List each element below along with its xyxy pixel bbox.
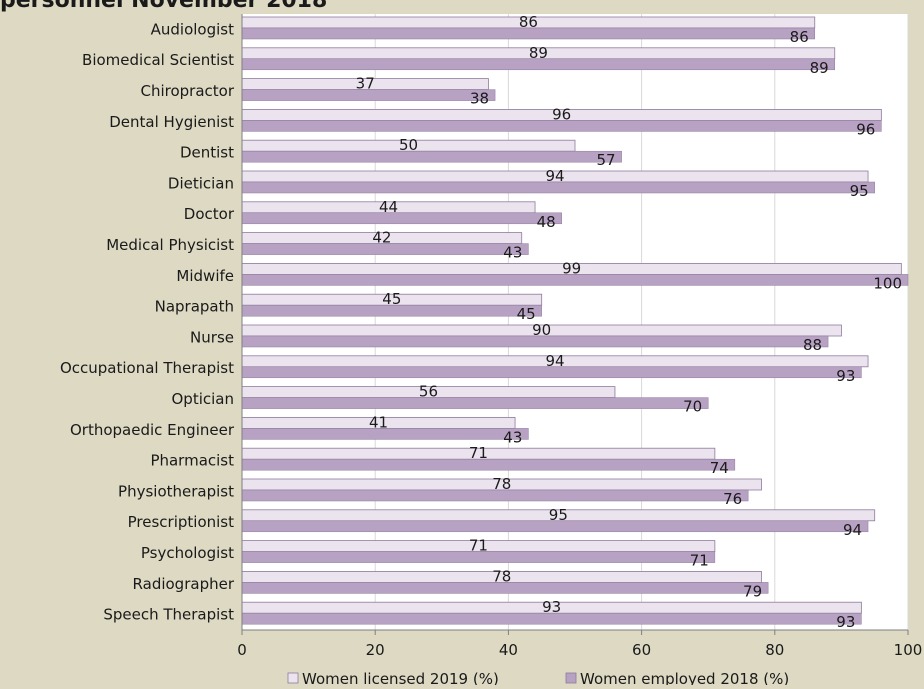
category-label: Optician	[172, 390, 235, 408]
x-tick-label: 20	[366, 641, 385, 659]
data-label-licensed: 56	[419, 383, 438, 401]
data-label-employed: 45	[517, 305, 536, 323]
legend-licensed-label: Women licensed 2019 (%)	[302, 670, 499, 685]
data-label-employed: 43	[503, 244, 522, 262]
data-label-licensed: 78	[492, 475, 511, 493]
data-label-employed: 89	[810, 59, 829, 77]
data-label-employed: 74	[710, 459, 729, 477]
legend-employed-label: Women employed 2018 (%)	[580, 670, 789, 685]
data-label-licensed: 71	[469, 537, 488, 555]
category-label: Chiropractor	[140, 82, 234, 100]
data-label-licensed: 94	[545, 352, 564, 370]
x-tick-label: 0	[237, 641, 247, 659]
data-label-licensed: 89	[529, 44, 548, 62]
category-label: Midwife	[176, 267, 234, 285]
data-label-employed: 94	[843, 521, 862, 539]
data-label-employed: 76	[723, 490, 742, 508]
data-label-employed: 48	[537, 213, 556, 231]
data-label-licensed: 45	[382, 290, 401, 308]
data-label-employed: 57	[597, 151, 616, 169]
data-label-licensed: 41	[369, 413, 388, 431]
data-label-licensed: 42	[372, 229, 391, 247]
category-label: Psychologist	[141, 544, 234, 562]
data-label-employed: 100	[873, 274, 902, 292]
bar-employed	[241, 212, 562, 225]
category-label: Naprapath	[155, 298, 234, 316]
data-label-licensed: 50	[399, 136, 418, 154]
data-label-licensed: 71	[469, 444, 488, 462]
data-label-licensed: 94	[545, 167, 564, 185]
category-label: Medical Physicist	[106, 236, 234, 254]
data-label-employed: 70	[683, 398, 702, 416]
category-label: Audiologist	[151, 20, 234, 38]
x-tick-label: 60	[632, 641, 651, 659]
category-label: Biomedical Scientist	[82, 51, 234, 69]
data-label-licensed: 86	[519, 13, 538, 31]
category-label: Dentist	[180, 144, 234, 162]
data-label-licensed: 44	[379, 198, 398, 216]
category-label: Prescriptionist	[128, 513, 234, 531]
category-label: Radiographer	[133, 575, 235, 593]
category-label: Pharmacist	[150, 452, 234, 470]
data-label-licensed: 95	[549, 506, 568, 524]
bar-employed	[241, 397, 709, 409]
data-label-employed: 71	[690, 552, 709, 570]
x-tick-label: 80	[765, 641, 784, 659]
data-label-employed: 93	[836, 613, 855, 631]
chart-title: personnel November 2018	[0, 0, 328, 13]
category-label: Orthopaedic Engineer	[70, 421, 235, 439]
data-label-employed: 86	[790, 28, 809, 46]
data-label-licensed: 37	[356, 75, 375, 93]
plot-area	[242, 14, 908, 630]
category-label: Nurse	[190, 328, 234, 346]
data-label-employed: 93	[836, 367, 855, 385]
category-label: Dental Hygienist	[109, 113, 234, 131]
bar-employed	[241, 458, 736, 471]
data-label-employed: 95	[850, 182, 869, 200]
category-label: Doctor	[184, 205, 235, 223]
category-label: Occupational Therapist	[60, 359, 234, 377]
x-tick-label: 40	[499, 641, 518, 659]
data-label-employed: 96	[856, 120, 875, 138]
data-label-licensed: 90	[532, 321, 551, 339]
data-label-licensed: 99	[562, 259, 581, 277]
category-label: Speech Therapist	[103, 606, 234, 624]
data-label-licensed: 78	[492, 567, 511, 585]
data-label-employed: 88	[803, 336, 822, 354]
data-label-employed: 38	[470, 90, 489, 108]
bar-employed	[241, 150, 622, 163]
legend-licensed-swatch	[287, 672, 299, 684]
legend-employed-swatch	[565, 672, 577, 684]
x-tick-label: 100	[894, 641, 923, 659]
data-label-employed: 79	[743, 582, 762, 600]
data-label-licensed: 96	[552, 105, 571, 123]
category-label: Dietician	[168, 174, 234, 192]
category-label: Physiotherapist	[118, 482, 234, 500]
data-label-employed: 43	[503, 428, 522, 446]
data-label-licensed: 93	[542, 598, 561, 616]
